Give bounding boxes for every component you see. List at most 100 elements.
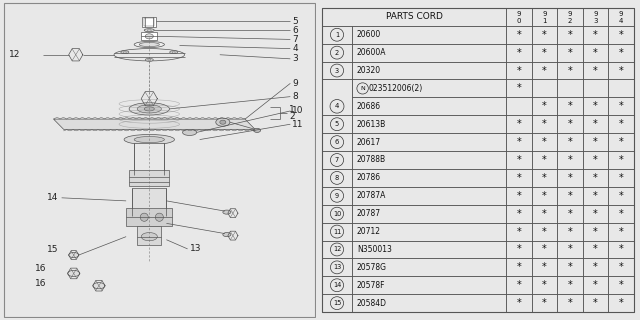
Text: *: * [542, 48, 547, 58]
Text: *: * [593, 155, 598, 165]
Text: *: * [568, 137, 572, 147]
Ellipse shape [147, 29, 151, 31]
Bar [608, 151, 634, 169]
Bar [608, 115, 634, 133]
Text: 15: 15 [47, 245, 59, 254]
Bar [532, 223, 557, 241]
Bar [608, 169, 634, 187]
Text: *: * [516, 227, 522, 236]
Bar [322, 8, 506, 26]
Ellipse shape [134, 42, 164, 48]
Bar [557, 26, 583, 44]
Bar [608, 241, 634, 259]
Ellipse shape [114, 49, 184, 61]
Text: 16: 16 [35, 279, 47, 288]
Ellipse shape [220, 120, 226, 124]
Text: *: * [618, 173, 623, 183]
Bar [322, 223, 352, 241]
Text: 4: 4 [335, 103, 339, 109]
Text: *: * [516, 280, 522, 290]
Bar [532, 115, 557, 133]
Bar [352, 115, 506, 133]
Text: 20600: 20600 [357, 30, 381, 39]
Bar [352, 187, 506, 205]
Text: 2: 2 [568, 18, 572, 24]
Text: *: * [618, 119, 623, 129]
Bar [557, 169, 583, 187]
Text: N: N [360, 86, 365, 91]
Text: 20578F: 20578F [357, 281, 385, 290]
Ellipse shape [68, 270, 80, 276]
Ellipse shape [140, 43, 159, 47]
Ellipse shape [121, 51, 129, 54]
Text: *: * [618, 262, 623, 272]
Text: *: * [618, 137, 623, 147]
Text: 20320: 20320 [357, 66, 381, 75]
Text: 9: 9 [593, 11, 598, 17]
Bar [583, 223, 608, 241]
Text: *: * [516, 48, 522, 58]
Text: 7: 7 [292, 35, 298, 44]
Text: *: * [618, 227, 623, 236]
Text: 20613B: 20613B [357, 120, 386, 129]
Text: *: * [542, 262, 547, 272]
Bar [608, 8, 634, 26]
Text: 9: 9 [292, 79, 298, 88]
Bar [557, 276, 583, 294]
Ellipse shape [141, 233, 157, 241]
Text: *: * [593, 101, 598, 111]
Text: 3: 3 [335, 68, 339, 74]
Bar [506, 223, 532, 241]
Text: *: * [542, 209, 547, 219]
Bar [557, 151, 583, 169]
Text: 3: 3 [593, 18, 598, 24]
Bar [583, 26, 608, 44]
Bar [557, 44, 583, 61]
Text: 1: 1 [542, 18, 547, 24]
Text: 20787A: 20787A [357, 191, 387, 200]
Bar [557, 223, 583, 241]
Bar [532, 151, 557, 169]
Bar [583, 115, 608, 133]
Text: *: * [568, 298, 572, 308]
Text: *: * [542, 227, 547, 236]
Bar [583, 259, 608, 276]
Bar [583, 151, 608, 169]
Bar [532, 79, 557, 97]
Bar [583, 44, 608, 61]
Text: *: * [516, 298, 522, 308]
Bar [583, 61, 608, 79]
Ellipse shape [140, 213, 148, 221]
Bar [322, 44, 352, 61]
Text: *: * [593, 66, 598, 76]
Bar [322, 259, 352, 276]
Text: *: * [568, 173, 572, 183]
Text: 9: 9 [542, 11, 547, 17]
Text: 8: 8 [292, 92, 298, 101]
Ellipse shape [134, 137, 164, 143]
Bar [506, 294, 532, 312]
Text: *: * [516, 209, 522, 219]
Bar [506, 26, 532, 44]
Bar [352, 97, 506, 115]
Text: 1: 1 [289, 105, 295, 115]
Text: *: * [593, 191, 598, 201]
Text: *: * [516, 191, 522, 201]
Bar [608, 61, 634, 79]
Bar [532, 187, 557, 205]
Bar [322, 276, 352, 294]
Text: *: * [593, 137, 598, 147]
Text: 11: 11 [292, 120, 304, 129]
Text: 1: 1 [335, 32, 339, 38]
Bar [142, 17, 156, 27]
Ellipse shape [182, 129, 196, 135]
Text: *: * [568, 227, 572, 236]
Ellipse shape [93, 283, 105, 289]
Text: *: * [618, 48, 623, 58]
Bar [583, 97, 608, 115]
Bar [506, 133, 532, 151]
Bar [352, 294, 506, 312]
Text: 14: 14 [333, 282, 341, 288]
Bar [557, 294, 583, 312]
Text: *: * [593, 30, 598, 40]
